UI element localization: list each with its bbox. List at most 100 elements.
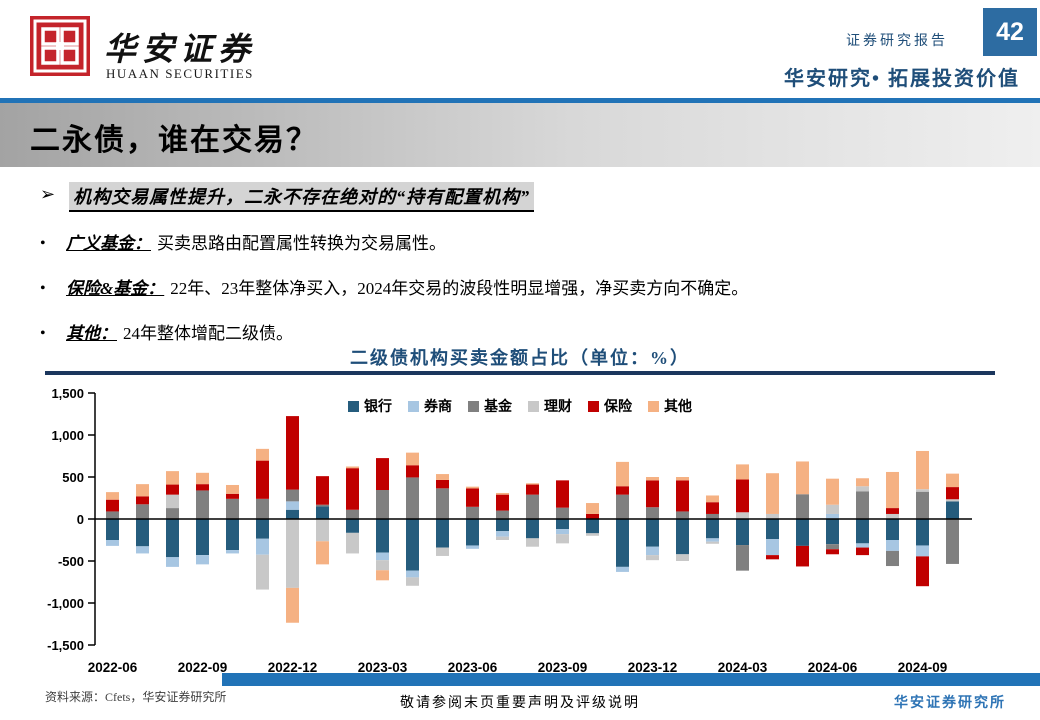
chart-title-underline [45,371,995,375]
bullet-text: 24年整体增配二级债。 [123,324,293,343]
page-title: 二永债，谁在交易？ [30,124,318,157]
bar-segment-券商 [886,540,899,551]
bar-segment-保险 [256,460,269,499]
legend-label: 其他 [664,400,692,415]
bar-segment-券商 [166,557,179,567]
bar-segment-其他 [226,484,239,494]
bar-segment-银行 [706,519,719,539]
bar-segment-基金 [736,545,749,571]
bar-segment-其他 [616,461,629,487]
bullet-text: 买卖思路由配置属性转换为交易属性。 [157,234,446,253]
legend-item: 券商 [408,396,452,416]
bar-segment-其他 [496,492,509,495]
bar-segment-银行 [796,519,809,546]
bar-segment-理财 [316,519,329,542]
bar-segment-保险 [856,547,869,556]
bar-segment-券商 [376,552,389,561]
bar-segment-保险 [946,487,959,500]
y-axis-label: -1,000 [47,596,84,611]
footer-bar [222,673,1040,686]
bar-segment-其他 [706,495,719,503]
bar-segment-券商 [256,538,269,555]
bar-segment-保险 [316,476,329,505]
bar-segment-券商 [616,566,629,572]
bullet-list: ➢ 机构交易属性提升，二永不存在绝对的“持有配置机构” • 广义基金： 买卖思路由… [40,182,1010,367]
legend-swatch-icon [588,400,599,412]
title-bar: 二永债，谁在交易？ [0,103,1040,167]
x-axis-label: 2023-12 [628,660,678,675]
bar-segment-券商 [856,543,869,548]
bullet-item: • 保险&基金： 22年、23年整体净买入，2024年交易的波段性明显增强，净买卖… [40,277,1010,301]
bar-segment-理财 [286,519,299,588]
bar-segment-银行 [466,519,479,546]
bar-segment-基金 [286,489,299,502]
bar-segment-理财 [886,513,899,519]
legend-label: 券商 [424,400,452,415]
bar-segment-其他 [286,587,299,623]
bar-segment-其他 [856,478,869,487]
bar-segment-基金 [676,511,689,519]
bar-segment-基金 [496,510,509,519]
bar-segment-其他 [166,471,179,485]
bar-segment-其他 [526,483,539,485]
bar-segment-保险 [616,486,629,495]
bar-segment-保险 [886,508,899,514]
bar-segment-理财 [646,555,659,561]
bar-segment-理财 [676,554,689,561]
x-axis-label: 2022-06 [88,660,138,675]
bar-segment-理财 [946,499,959,502]
bar-segment-保险 [496,494,509,511]
bar-segment-其他 [586,503,599,514]
bar-segment-理财 [256,554,269,590]
bar-segment-基金 [826,544,839,550]
bar-segment-理财 [736,512,749,519]
bar-segment-银行 [496,519,509,532]
bar-segment-基金 [646,507,659,519]
bullet-item: • 其他： 24年整体增配二级债。 [40,322,1010,346]
bar-segment-银行 [916,519,929,546]
bar-segment-理财 [766,513,779,519]
legend-swatch-icon [408,400,419,412]
bar-segment-保险 [826,549,839,555]
bar-segment-银行 [766,519,779,540]
bar-segment-基金 [376,490,389,519]
bar-segment-银行 [646,519,659,547]
bar-segment-保险 [286,416,299,490]
y-axis-label: -500 [58,554,84,569]
bar-segment-理财 [706,541,719,544]
bar-segment-保险 [526,484,539,495]
lead-bullet-text: 机构交易属性提升，二永不存在绝对的“持有配置机构” [69,182,535,212]
bar-segment-保险 [106,499,119,512]
bar-segment-银行 [556,519,569,530]
bar-segment-其他 [946,473,959,488]
bullet-text: 22年、23年整体净买入，2024年交易的波段性明显增强，净买卖方向不确定。 [170,279,749,298]
legend-swatch-icon [648,400,659,412]
huaan-logo-icon [30,16,90,76]
bar-segment-理财 [826,504,839,514]
stacked-bar-chart: 1,500 1,000 500 0 -500 -1,000 -1,500 2022-06 202… [0,380,1040,690]
bar-segment-券商 [106,540,119,546]
bar-segment-保险 [736,479,749,513]
bullet-item: • 广义基金： 买卖思路由配置属性转换为交易属性。 [40,232,1010,256]
page-number-badge: 42 [983,8,1037,56]
bar-segment-其他 [196,472,209,485]
brand-name-en: HUAAN SECURITIES [106,66,254,81]
y-axis-label: -1,500 [47,638,84,653]
bar-segment-基金 [406,477,419,519]
source-note: 资料来源：Cfets，华安证券研究所 [45,690,227,704]
legend-item: 银行 [348,396,392,416]
bar-segment-券商 [706,538,719,542]
bar-segment-其他 [736,464,749,480]
bar-segment-理财 [346,532,359,554]
x-axis-label: 2024-09 [898,660,948,675]
bar-segment-基金 [886,550,899,567]
bar-segment-银行 [676,519,689,555]
bar-segment-券商 [466,545,479,549]
disclaimer-note: 敬请参阅末页重要声明及评级说明 [400,696,640,711]
bar-segment-其他 [916,450,929,490]
bullet-label: 广义基金： [66,234,151,253]
bar-segment-保险 [436,479,449,489]
bar-segment-其他 [886,471,899,509]
bar-segment-基金 [346,509,359,519]
bar-segment-其他 [826,478,839,505]
